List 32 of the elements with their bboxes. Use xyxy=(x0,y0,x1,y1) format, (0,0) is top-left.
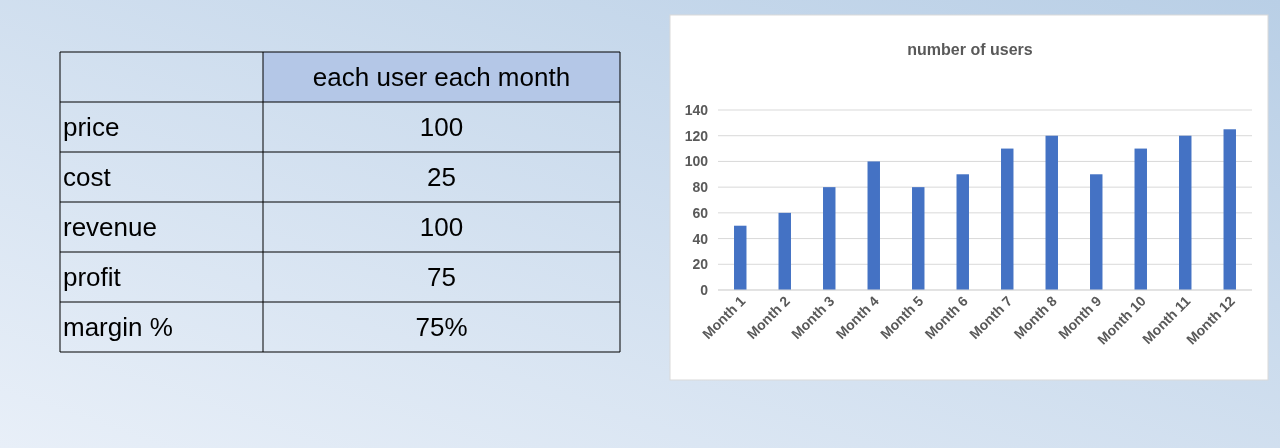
bar xyxy=(956,174,969,290)
bar xyxy=(1179,135,1192,290)
y-tick-label: 120 xyxy=(684,127,709,144)
bar xyxy=(1001,148,1014,290)
bar xyxy=(823,187,836,290)
category-label: margin % xyxy=(63,312,173,342)
bar xyxy=(1134,148,1147,290)
y-tick-label: 60 xyxy=(692,204,709,221)
y-tick-label: 140 xyxy=(684,102,709,118)
text: 100 xyxy=(419,112,464,142)
category-label: price xyxy=(63,112,120,142)
text: 75 xyxy=(427,262,456,292)
y-tick-label: 0 xyxy=(700,282,709,298)
chart-title: number of users xyxy=(907,41,1033,58)
text: 25 xyxy=(427,162,456,192)
y-tick-label: 80 xyxy=(692,179,709,196)
bar xyxy=(912,187,925,290)
bar xyxy=(734,225,747,290)
category-label: cost xyxy=(63,162,112,192)
bar xyxy=(1090,174,1103,290)
y-tick-label: 100 xyxy=(684,153,709,170)
category-label: revenue xyxy=(63,212,157,242)
bar xyxy=(1045,135,1058,290)
y-tick-label: 20 xyxy=(692,256,709,273)
text: each user each month xyxy=(312,62,571,92)
text: 75% xyxy=(415,312,468,342)
category-label: profit xyxy=(63,262,122,292)
text: 100 xyxy=(419,212,464,242)
bar xyxy=(1223,129,1236,290)
y-tick-label: 40 xyxy=(692,230,709,247)
bar xyxy=(867,161,880,290)
bar xyxy=(778,212,791,290)
